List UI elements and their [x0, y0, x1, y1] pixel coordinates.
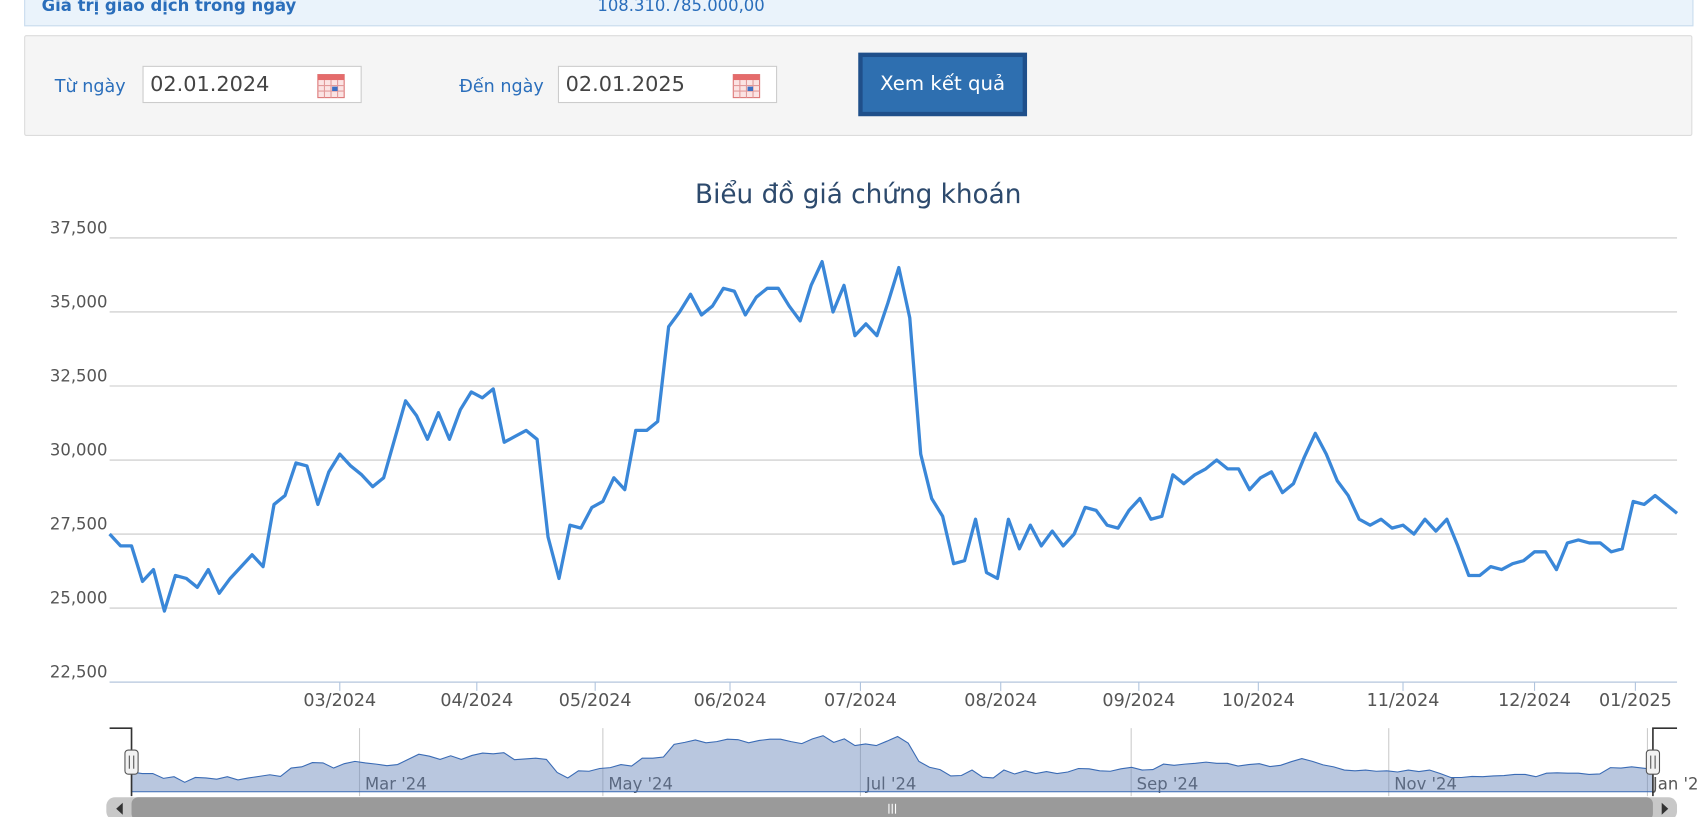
x-tick-label: 03/2024: [303, 691, 376, 711]
x-tick-label: 11/2024: [1367, 691, 1440, 711]
submit-button[interactable]: Xem kết quả: [858, 52, 1028, 117]
to-value: 02.01.2025: [565, 72, 685, 97]
y-tick-label: 32,500: [50, 367, 108, 386]
summary-value: 108.310.785.000,00: [597, 0, 765, 16]
from-value: 02.01.2024: [150, 72, 270, 97]
date-form: Từ ngày 02.01.2024 Đến ngày 02.01.2025 X…: [24, 35, 1693, 136]
chart-title: Biểu đồ giá chứng khoán: [695, 180, 1021, 210]
to-input[interactable]: 02.01.2025: [557, 65, 778, 104]
from-label: Từ ngày: [54, 75, 126, 97]
navigator-label: Jul '24: [865, 775, 916, 794]
scroll-right-arrow: [1661, 802, 1669, 815]
x-tick-label: 12/2024: [1498, 691, 1571, 711]
calendar-icon[interactable]: [317, 72, 345, 99]
y-tick-label: 35,000: [50, 293, 108, 312]
to-label: Đến ngày: [459, 75, 544, 97]
navigator-label: Jan '25: [1652, 775, 1699, 794]
x-tick-label: 04/2024: [440, 691, 513, 711]
x-tick-label: 06/2024: [694, 691, 767, 711]
y-tick-label: 25,000: [50, 589, 108, 608]
scroll-left-arrow: [116, 802, 123, 815]
summary-bar: Giá trị giao dịch trong ngày 108.310.785…: [24, 0, 1694, 27]
from-input[interactable]: 02.01.2024: [142, 65, 362, 104]
submit-label: Xem kết quả: [862, 57, 1023, 112]
x-tick-label: 10/2024: [1222, 691, 1295, 711]
navigator-label: May '24: [608, 775, 673, 794]
y-tick-label: 37,500: [50, 219, 108, 238]
navigator-handle[interactable]: [1645, 749, 1661, 775]
navigator-label: Sep '24: [1137, 775, 1199, 794]
y-tick-label: 22,500: [50, 663, 108, 682]
summary-label: Giá trị giao dịch trong ngày: [41, 0, 297, 16]
navigator-label: Mar '24: [365, 775, 427, 794]
y-tick-label: 27,500: [50, 515, 108, 534]
y-tick-label: 30,000: [50, 441, 108, 460]
x-tick-label: 08/2024: [964, 691, 1037, 711]
calendar-icon[interactable]: [732, 72, 761, 99]
navigator-area: [130, 735, 1654, 793]
price-line: [108, 260, 1679, 613]
x-tick-label: 05/2024: [559, 691, 632, 711]
x-tick-label: 09/2024: [1102, 691, 1175, 711]
x-tick-label: 01/2025: [1599, 691, 1672, 711]
navigator-handle[interactable]: [124, 749, 139, 775]
x-tick-label: 07/2024: [824, 691, 897, 711]
navigator-label: Nov '24: [1394, 775, 1457, 794]
chart: Biểu đồ giá chứng khoán 22,500 25,000 27,5…: [50, 180, 1699, 817]
